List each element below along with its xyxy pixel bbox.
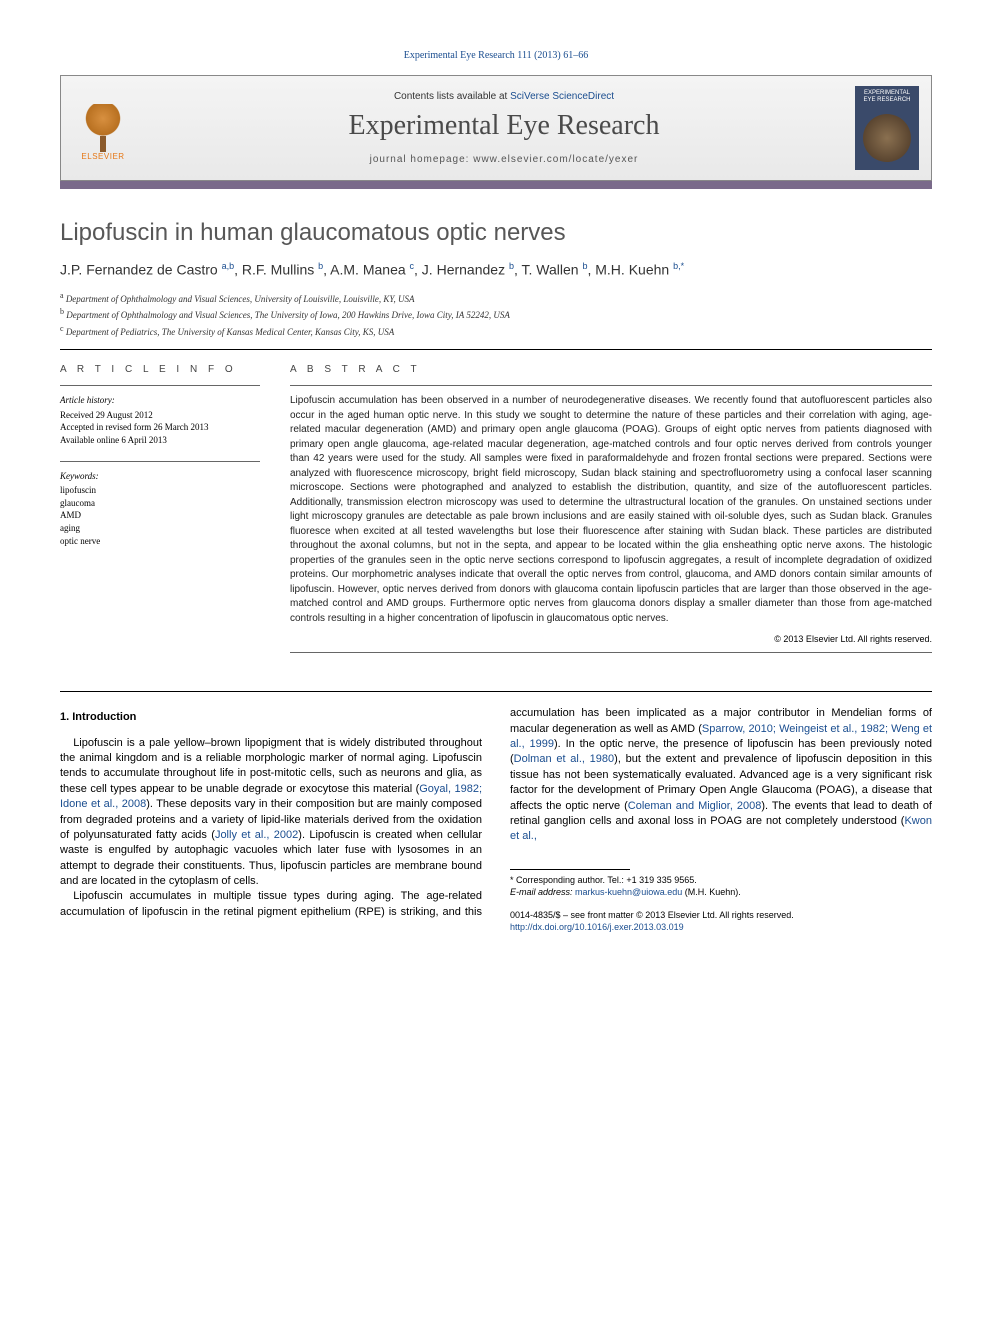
top-rule	[60, 349, 932, 350]
sciencedirect-link[interactable]: SciVerse ScienceDirect	[510, 91, 614, 102]
history-accepted: Accepted in revised form 26 March 2013	[60, 421, 260, 434]
history-online: Available online 6 April 2013	[60, 434, 260, 447]
affiliations: a Department of Ophthalmology and Visual…	[60, 290, 932, 340]
citation-link[interactable]: Dolman et al., 1980	[514, 753, 615, 765]
abstract-heading: A B S T R A C T	[290, 364, 932, 375]
journal-banner: ELSEVIER Contents lists available at Sci…	[60, 75, 932, 181]
keywords-label: Keywords:	[60, 470, 260, 483]
footnote-rule	[510, 869, 630, 870]
elsevier-tree-icon	[78, 104, 128, 152]
article-title: Lipofuscin in human glaucomatous optic n…	[60, 219, 932, 247]
abstract-column: A B S T R A C T Lipofuscin accumulation …	[290, 364, 932, 661]
email-person: (M.H. Kuehn).	[682, 887, 741, 897]
header-citation: Experimental Eye Research 111 (2013) 61–…	[60, 50, 932, 61]
abstract-text: Lipofuscin accumulation has been observe…	[290, 394, 932, 626]
mid-rule	[60, 691, 932, 692]
article-info-column: A R T I C L E I N F O Article history: R…	[60, 364, 260, 661]
body-text: 1. Introduction Lipofuscin is a pale yel…	[60, 706, 932, 934]
affiliation-line: a Department of Ophthalmology and Visual…	[60, 290, 932, 307]
article-info-heading: A R T I C L E I N F O	[60, 364, 260, 375]
history-received: Received 29 August 2012	[60, 409, 260, 422]
journal-cover-thumbnail: EXPERIMENTAL EYE RESEARCH	[855, 86, 919, 170]
keyword: glaucoma	[60, 497, 260, 510]
author-list: J.P. Fernandez de Castro a,b, R.F. Mulli…	[60, 261, 932, 278]
issn-line: 0014-4835/$ – see front matter © 2013 El…	[510, 909, 932, 922]
abstract-rule-2	[290, 652, 932, 653]
email-link[interactable]: markus-kuehn@uiowa.edu	[575, 887, 682, 897]
email-label: E-mail address:	[510, 887, 575, 897]
cover-line1: EXPERIMENTAL	[859, 90, 915, 97]
citation-link[interactable]: Jolly et al., 2002	[215, 829, 298, 841]
keyword: AMD	[60, 509, 260, 522]
homepage-prefix: journal homepage:	[370, 154, 474, 165]
section-title: Introduction	[72, 711, 136, 723]
keyword: lipofuscin	[60, 484, 260, 497]
corresponding-author: * Corresponding author. Tel.: +1 319 335…	[510, 874, 932, 887]
info-rule-1	[60, 385, 260, 386]
abstract-rule-1	[290, 385, 932, 386]
email-line: E-mail address: markus-kuehn@uiowa.edu (…	[510, 886, 932, 899]
contents-prefix: Contents lists available at	[394, 91, 510, 102]
info-rule-2	[60, 461, 260, 462]
publisher-name: ELSEVIER	[81, 152, 124, 161]
cover-line2: EYE RESEARCH	[859, 97, 915, 104]
section-number: 1.	[60, 711, 69, 723]
body-paragraph-1: Lipofuscin is a pale yellow–brown lipopi…	[60, 736, 482, 890]
citation-link[interactable]: Coleman and Miglior, 2008	[628, 800, 762, 812]
homepage-url[interactable]: www.elsevier.com/locate/yexer	[473, 154, 638, 165]
accent-bar	[60, 181, 932, 189]
homepage-line: journal homepage: www.elsevier.com/locat…	[153, 154, 855, 165]
history-label: Article history:	[60, 394, 260, 407]
keyword: aging	[60, 522, 260, 535]
doi-link[interactable]: http://dx.doi.org/10.1016/j.exer.2013.03…	[510, 922, 684, 932]
affiliation-line: c Department of Pediatrics, The Universi…	[60, 323, 932, 340]
affiliation-line: b Department of Ophthalmology and Visual…	[60, 306, 932, 323]
keyword: optic nerve	[60, 535, 260, 548]
publisher-logo: ELSEVIER	[73, 96, 133, 161]
section-heading: 1. Introduction	[60, 710, 482, 725]
contents-line: Contents lists available at SciVerse Sci…	[153, 91, 855, 102]
journal-name: Experimental Eye Research	[153, 110, 855, 142]
footer-block: * Corresponding author. Tel.: +1 319 335…	[510, 869, 932, 934]
abstract-copyright: © 2013 Elsevier Ltd. All rights reserved…	[290, 634, 932, 644]
